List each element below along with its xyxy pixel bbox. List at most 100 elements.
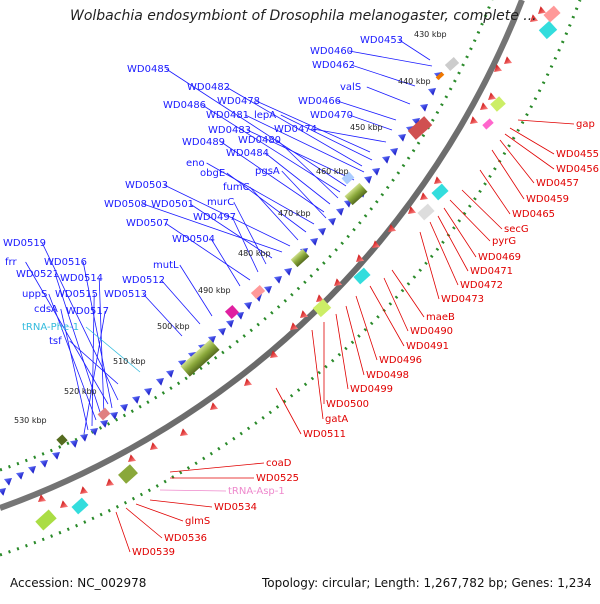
reverse-gene-label: WD0496 <box>379 355 422 366</box>
reverse-gene-label: WD0491 <box>406 341 449 352</box>
reverse-gene-label: WD0457 <box>536 178 579 189</box>
leader-line <box>429 221 459 286</box>
outer-dotted-track <box>0 0 494 472</box>
leader-line <box>345 305 365 376</box>
leader-line <box>159 489 227 492</box>
forward-gene-label: WD0503 <box>125 180 168 191</box>
reverse-gene-arrow <box>299 310 309 318</box>
leader-line <box>369 285 405 347</box>
leader-line <box>335 313 349 390</box>
leader-line <box>169 462 265 473</box>
leader-line <box>419 231 440 300</box>
leader-line <box>142 293 183 337</box>
forward-gene-arrow <box>363 176 372 184</box>
leader-line <box>247 129 355 181</box>
forward-gene-arrow <box>165 370 174 378</box>
reverse-gene-arrow <box>334 278 343 286</box>
forward-gene-label: WD0489 <box>182 137 225 148</box>
reverse-gene-arrow <box>470 116 479 124</box>
topology-text: Topology: circular; Length: 1,267,782 bp… <box>262 576 592 590</box>
forward-gene-block <box>444 57 460 71</box>
gene-labels: WD0453 WD0460 WD0462 valS WD0466 WD0470 WD0474… <box>3 35 599 558</box>
forward-gene-arrow <box>119 404 128 412</box>
leader-line <box>210 238 241 287</box>
leader-line <box>311 329 324 420</box>
reverse-gene-arrow <box>494 64 503 72</box>
reverse-gene-block <box>543 5 561 23</box>
forward-gene-arrow <box>79 434 88 442</box>
reverse-gene-arrow <box>530 14 539 22</box>
reverse-gene-arrow <box>244 378 253 386</box>
tick-label: 480 kbp <box>238 249 271 258</box>
forward-gene-label: WD0516 <box>44 257 87 268</box>
reverse-gene-arrow <box>80 486 89 495</box>
forward-gene-block <box>97 407 111 421</box>
leader-line <box>143 203 283 253</box>
forward-gene-label: WD0521 <box>16 269 59 280</box>
leader-line <box>69 340 119 385</box>
leader-line <box>491 149 525 200</box>
reverse-gene-arrow <box>488 92 497 100</box>
reverse-gene-label: WD0455 <box>556 149 599 160</box>
reverse-gene-label: pyrG <box>492 236 516 247</box>
forward-gene-arrow <box>51 452 60 460</box>
forward-gene-arrow <box>243 302 252 310</box>
leader-line <box>231 216 259 273</box>
forward-gene-block <box>250 285 266 299</box>
reverse-gene-label: WD0456 <box>556 164 599 175</box>
leader-line <box>60 308 89 431</box>
forward-gene-label: WD0514 <box>60 273 103 284</box>
forward-gene-label: WD0486 <box>163 100 206 111</box>
forward-gene-arrow <box>143 388 152 396</box>
reverse-gene-label: WD0465 <box>512 209 555 220</box>
forward-gene-label: eno <box>186 158 205 169</box>
tick-label: 530 kbp <box>14 416 47 425</box>
reverse-gene-arrow <box>408 206 417 214</box>
forward-gene-arrow <box>155 378 164 386</box>
leader-line <box>160 279 201 325</box>
forward-gene-arrow <box>317 228 326 236</box>
forward-gene-arrow <box>235 312 244 320</box>
leader-line <box>225 86 363 167</box>
leader-line <box>115 511 131 553</box>
leader-line <box>276 139 339 199</box>
forward-gene-label: WD0466 <box>298 96 341 107</box>
forward-gene-label: fumC <box>223 182 250 193</box>
forward-gene-arrow <box>309 238 318 246</box>
reverse-gene-arrow <box>433 176 443 184</box>
leader-line <box>504 133 555 170</box>
forward-gene-block <box>56 434 68 446</box>
reverse-gene-arrow <box>480 102 489 110</box>
forward-gene-label: WD0513 <box>104 289 147 300</box>
forward-gene-arrow <box>89 428 98 436</box>
forward-gene-label: WD0497 <box>193 212 236 223</box>
leader-line <box>337 100 397 121</box>
leader-line <box>206 162 315 225</box>
reverse-gene-block <box>482 118 494 130</box>
leader-line <box>517 119 575 125</box>
forward-gene-arrow <box>371 167 380 176</box>
forward-gene-block <box>224 304 240 320</box>
forward-gene-arrow <box>3 478 12 486</box>
reverse-gene-label: WD0534 <box>214 502 257 513</box>
reverse-gene-label: gap <box>576 119 595 130</box>
forward-gene-arrow <box>39 460 48 468</box>
leader-line <box>135 503 184 522</box>
reverse-gene-arrow <box>356 254 365 262</box>
forward-gene-arrow <box>177 360 186 368</box>
leader-line <box>249 186 299 241</box>
forward-gene-arrow <box>427 88 436 96</box>
reverse-gene-arrow <box>420 192 429 200</box>
tick-label: 500 kbp <box>157 322 190 331</box>
forward-gene-arrow <box>0 488 6 496</box>
reverse-gene-block <box>353 267 371 285</box>
forward-gene-label: WD0515 <box>55 289 98 300</box>
forward-gene-label: WD0504 <box>172 234 215 245</box>
leader-line <box>461 189 503 230</box>
forward-gene-arrow <box>263 286 272 294</box>
leader-line <box>391 269 425 318</box>
reverse-gene-label: WD0500 <box>326 399 369 410</box>
reverse-gene-label: WD0472 <box>460 280 503 291</box>
